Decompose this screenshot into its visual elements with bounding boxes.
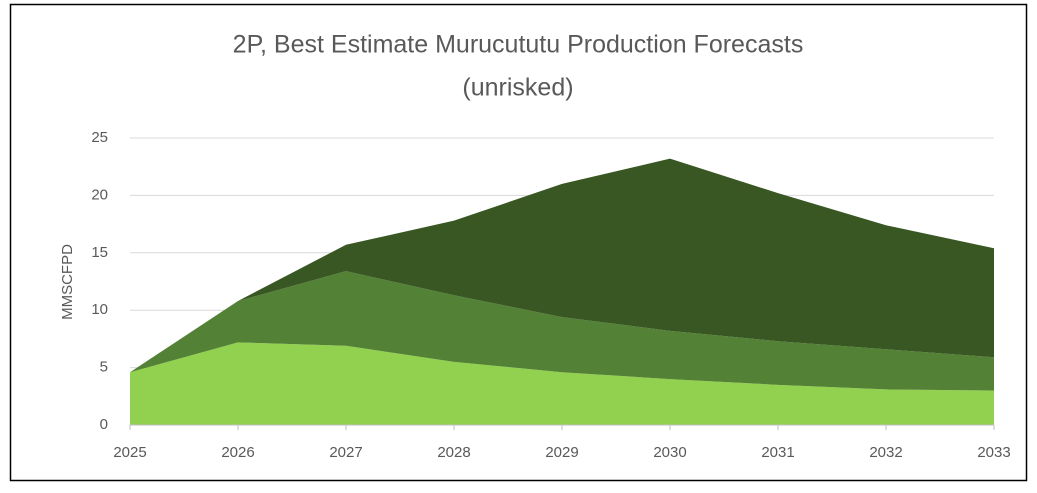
chart-title: 2P, Best Estimate Murucututu Production … bbox=[233, 31, 804, 59]
area bbox=[130, 271, 994, 391]
y-tick-label: 0 bbox=[100, 416, 108, 433]
area bbox=[130, 158, 994, 373]
chart-title: (unrisked) bbox=[462, 74, 573, 102]
x-tick-label: 2033 bbox=[977, 444, 1010, 461]
x-tick-label: 2030 bbox=[653, 444, 686, 461]
y-tick-label: 15 bbox=[91, 244, 108, 261]
x-tick-label: 2032 bbox=[869, 444, 902, 461]
x-tick-label: 2027 bbox=[329, 444, 362, 461]
areas bbox=[130, 158, 994, 425]
labels: 2P, Best Estimate Murucututu Production … bbox=[59, 31, 1011, 461]
y-tick-label: 25 bbox=[91, 129, 108, 146]
x-tick-label: 2028 bbox=[437, 444, 470, 461]
y-axis-label: MMSCFPD bbox=[59, 244, 76, 320]
area bbox=[130, 342, 994, 425]
y-tick-label: 10 bbox=[91, 301, 108, 318]
y-tick-label: 5 bbox=[100, 359, 108, 376]
x-tick-label: 2026 bbox=[221, 444, 254, 461]
x-tick-label: 2029 bbox=[545, 444, 578, 461]
x-tick-label: 2031 bbox=[761, 444, 794, 461]
x-tick-label: 2025 bbox=[113, 444, 146, 461]
y-tick-label: 20 bbox=[91, 186, 108, 203]
